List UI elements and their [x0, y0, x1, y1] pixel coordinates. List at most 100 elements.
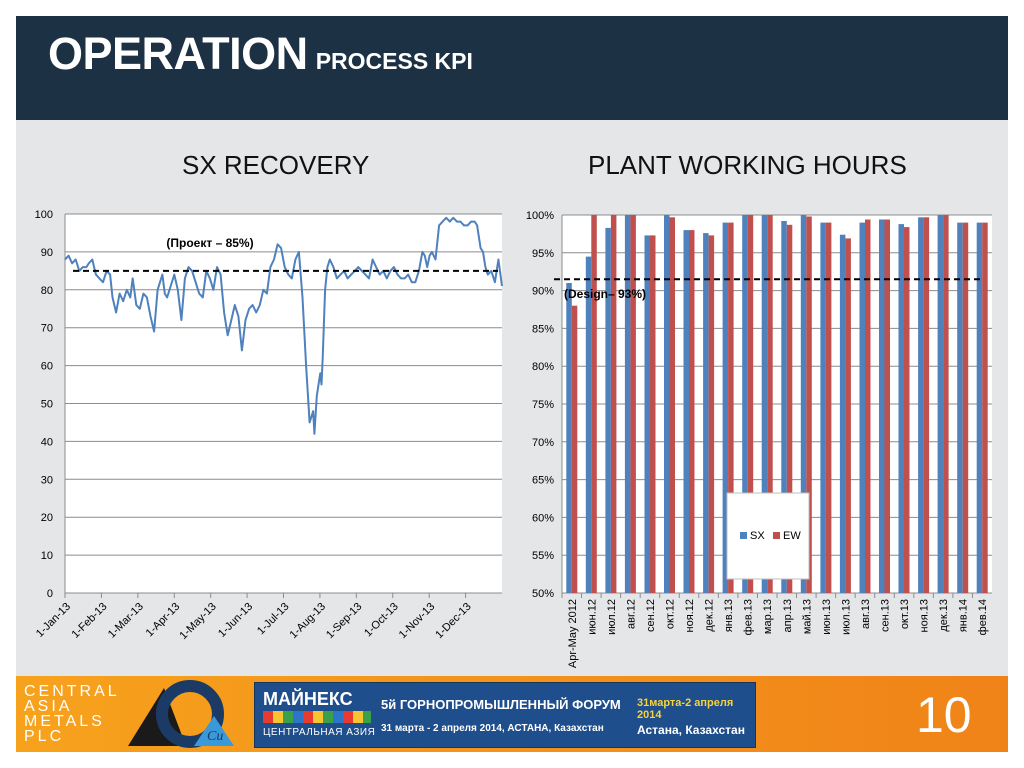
plant-y-tick-label: 70% — [532, 437, 554, 449]
plant-bar-sx — [898, 224, 904, 593]
plant-bar-ew — [630, 215, 636, 593]
banner-city: Астана, Казахстан — [637, 723, 745, 737]
banner-brand: МАЙНЕКС — [263, 689, 353, 709]
plant-bar-ew — [943, 215, 949, 593]
plant-bar-sx — [859, 222, 865, 593]
plant-bar-sx — [585, 256, 592, 593]
plant-x-tick-label: сен.12 — [645, 599, 657, 632]
sx-x-tick-label: 1-Nov-13 — [397, 601, 437, 641]
plant-bar-ew — [767, 215, 773, 593]
plant-y-tick-label: 95% — [532, 248, 554, 260]
plant-bar-ew — [806, 216, 812, 593]
plant-bar-sx — [566, 283, 572, 593]
plant-bar-sx — [605, 227, 611, 593]
plant-bar-sx — [722, 222, 729, 593]
plant-x-tick-label: авг.12 — [625, 599, 637, 629]
plant-y-tick-label: 60% — [532, 512, 554, 524]
plant-x-tick-label: сен.13 — [880, 599, 892, 632]
plant-x-tick-label: фев.14 — [977, 599, 989, 635]
plant-bar-sx — [976, 222, 983, 593]
plant-bar-sx — [957, 222, 963, 593]
plant-x-tick-label: дек.13 — [938, 599, 950, 632]
plant-bar-sx — [703, 233, 709, 593]
plant-x-tick-label: май.13 — [801, 599, 813, 634]
plant-bar-sx — [937, 215, 944, 593]
plant-x-tick-label: янв.14 — [958, 599, 970, 632]
plant-x-tick-label: дек.12 — [704, 599, 716, 632]
plant-bar-sx — [781, 221, 787, 593]
plant-y-tick-label: 100% — [526, 210, 554, 222]
sx-x-tick-label: 1-Jun-13 — [216, 601, 255, 640]
plant-bar-sx — [664, 215, 670, 593]
sx-x-tick-label: 1-Oct-13 — [362, 601, 401, 640]
plant-x-tick-label: авг.13 — [860, 599, 872, 629]
logo-line: PLC — [24, 728, 65, 745]
plant-x-tick-label: апр.13 — [782, 599, 794, 632]
plant-bar-ew — [865, 219, 871, 593]
legend-swatch-sx — [740, 532, 747, 539]
sx-x-tick-label: 1-Jul-13 — [255, 601, 292, 638]
sx-y-tick-label: 30 — [41, 474, 53, 486]
plant-x-tick-label: янв.13 — [723, 599, 735, 632]
header-bar — [16, 16, 1008, 120]
title-sub: PROCESS KPI — [315, 48, 473, 74]
title-main: OPERATION — [48, 28, 308, 79]
banner-date-right: 31марта-2 апреля 2014 — [637, 697, 734, 721]
plant-bar-sx — [820, 222, 826, 593]
sx-x-tick-label: 1-Aug-13 — [288, 601, 328, 641]
plant-bar-sx — [683, 230, 689, 593]
plant-bar-sx — [879, 219, 885, 593]
footer-bar: CENTRAL ASIA METALS PLC Cu МАЙНЕКС ЦЕНТР… — [16, 676, 1008, 752]
plant-x-tick-label: ноя.13 — [919, 599, 931, 632]
banner-dates: 31 марта - 2 апреля 2014, АСТАНА, Казахс… — [381, 723, 604, 734]
sx-x-tick-label: 1-May-13 — [177, 601, 218, 642]
plant-x-tick-label: июл.13 — [840, 599, 852, 635]
sx-x-tick-label: 1-Mar-13 — [106, 601, 146, 641]
plant-bar-ew — [845, 238, 851, 593]
sx-recovery-title: SX RECOVERY — [182, 150, 370, 180]
logo-line: CENTRAL — [24, 683, 120, 700]
sx-y-tick-label: 60 — [41, 361, 53, 373]
sx-x-tick-label: 1-Feb-13 — [69, 601, 109, 641]
plant-bar-sx — [644, 235, 650, 593]
plant-bar-ew — [923, 217, 930, 594]
sx-reference-label: (Проект – 85%) — [166, 236, 253, 250]
banner-forum: 5й ГОРНОПРОМЫШЛЕННЫЙ ФОРУМ — [381, 697, 621, 712]
plant-x-tick-label: окт.12 — [665, 599, 677, 629]
plant-bar-ew — [669, 217, 675, 594]
sx-recovery-line — [64, 216, 503, 435]
plant-bar-ew — [825, 222, 832, 593]
logo-line: METALS — [24, 713, 105, 730]
plant-x-tick-label: фев.13 — [743, 599, 755, 635]
forum-banner: МАЙНЕКС ЦЕНТРАЛЬНАЯ АЗИЯ 5й ГОРНОПРОМЫШЛ… — [254, 682, 756, 748]
sx-x-tick-label: 1-Dec-13 — [433, 601, 473, 641]
plant-bar-sx — [800, 215, 807, 593]
plant-x-tick-label: июл.12 — [606, 599, 618, 635]
sx-y-tick-label: 100 — [35, 209, 53, 221]
legend-swatch-ew — [773, 532, 780, 539]
sx-y-tick-label: 0 — [47, 588, 53, 600]
plant-bar-ew — [904, 227, 910, 593]
plant-bar-sx — [742, 215, 748, 593]
sx-y-tick-label: 90 — [41, 247, 53, 259]
logo-line: ASIA — [24, 698, 73, 715]
page-title: OPERATION PROCESS KPI — [48, 28, 473, 80]
plant-hours-title: PLANT WORKING HOURS — [588, 150, 907, 180]
plant-y-tick-label: 65% — [532, 475, 554, 487]
plant-x-tick-label: окт.13 — [899, 599, 911, 629]
sx-y-tick-label: 10 — [41, 550, 53, 562]
plant-bar-ew — [962, 222, 969, 593]
plant-y-tick-label: 80% — [532, 361, 554, 373]
company-logo-text: CENTRAL ASIA METALS PLC — [24, 683, 120, 745]
plant-y-tick-label: 50% — [532, 588, 554, 600]
page-number: 10 — [916, 687, 972, 743]
plant-x-tick-label: июн.12 — [586, 599, 598, 635]
plant-bar-ew — [982, 222, 988, 593]
plant-bar-sx — [839, 234, 846, 593]
legend-label-ew: EW — [783, 530, 801, 542]
plant-bar-ew — [650, 235, 656, 593]
plant-bar-ew — [786, 224, 793, 594]
sx-y-tick-label: 50 — [41, 399, 53, 411]
plant-x-tick-label: мар.13 — [762, 599, 774, 634]
